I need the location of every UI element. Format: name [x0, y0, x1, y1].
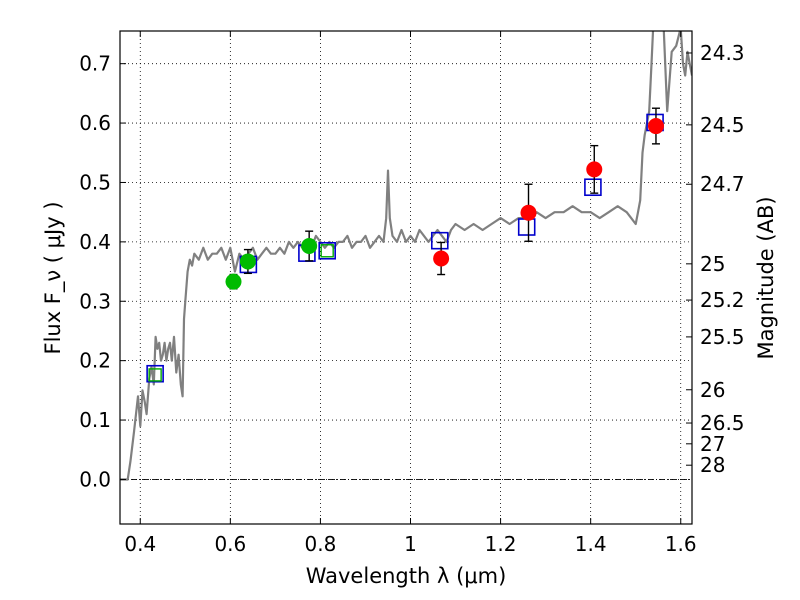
- right-tick-label: 24.5: [700, 113, 745, 137]
- x-tick-label: 0.8: [305, 532, 337, 556]
- right-tick-label: 24.7: [700, 172, 745, 196]
- right-tick-label: 28: [700, 453, 725, 477]
- y-tick-label: 0.3: [79, 289, 111, 313]
- right-tick-label: 27: [700, 432, 725, 456]
- right-tick-label: 26.5: [700, 411, 745, 435]
- x-tick-label: 1.2: [485, 532, 517, 556]
- green-box: [148, 368, 162, 382]
- green-data-point: [239, 253, 256, 270]
- y-tick-label: 0.0: [79, 467, 111, 491]
- tick-labels: 0.4 0.6 0.8 1 1.2 1.4 1.6 0.0 0.1 0.2 0.3 0.4 0.5 0.6…: [79, 41, 744, 556]
- spectrum-line: [120, 31, 692, 481]
- y-tick-label: 0.5: [79, 170, 111, 194]
- red-data-point: [520, 204, 537, 221]
- axis-ticks: [120, 31, 692, 524]
- x-tick-label: 0.4: [124, 532, 156, 556]
- x-tick-label: 1.4: [575, 532, 607, 556]
- right-tick-label: 25.2: [700, 288, 745, 312]
- y-tick-label: 0.1: [79, 408, 111, 432]
- right-tick-label: 25: [700, 252, 725, 276]
- model-box: [318, 241, 336, 260]
- green-box: [320, 244, 334, 258]
- y-tick-label: 0.7: [79, 52, 111, 76]
- model-box: [430, 231, 449, 250]
- y-tick-label: 0.2: [79, 349, 111, 373]
- green-data-point: [225, 273, 242, 290]
- x-tick-label: 1.6: [665, 532, 697, 556]
- model-box: [146, 364, 164, 383]
- red-data-point: [586, 161, 603, 178]
- red-data-point: [433, 250, 450, 267]
- x-tick-label: 1: [404, 532, 417, 556]
- green-data-point: [301, 238, 318, 255]
- x-tick-label: 0.6: [214, 532, 246, 556]
- plot-frame: [119, 30, 693, 525]
- model-box: [584, 178, 602, 197]
- right-tick-label: 25.5: [700, 325, 745, 349]
- y-axis-label: Flux F_ν ( μJy ): [41, 201, 66, 354]
- observed-photometry: [225, 118, 664, 290]
- right-axis-label: Magnitude (AB): [754, 196, 778, 359]
- x-axis-label: Wavelength λ (μm): [306, 564, 507, 588]
- right-tick-label: 26: [700, 378, 725, 402]
- y-tick-label: 0.6: [79, 111, 111, 135]
- spectrum: [120, 31, 692, 481]
- right-tick-label: 24.3: [700, 41, 745, 65]
- y-tick-label: 0.4: [79, 230, 111, 254]
- red-data-point: [647, 118, 664, 135]
